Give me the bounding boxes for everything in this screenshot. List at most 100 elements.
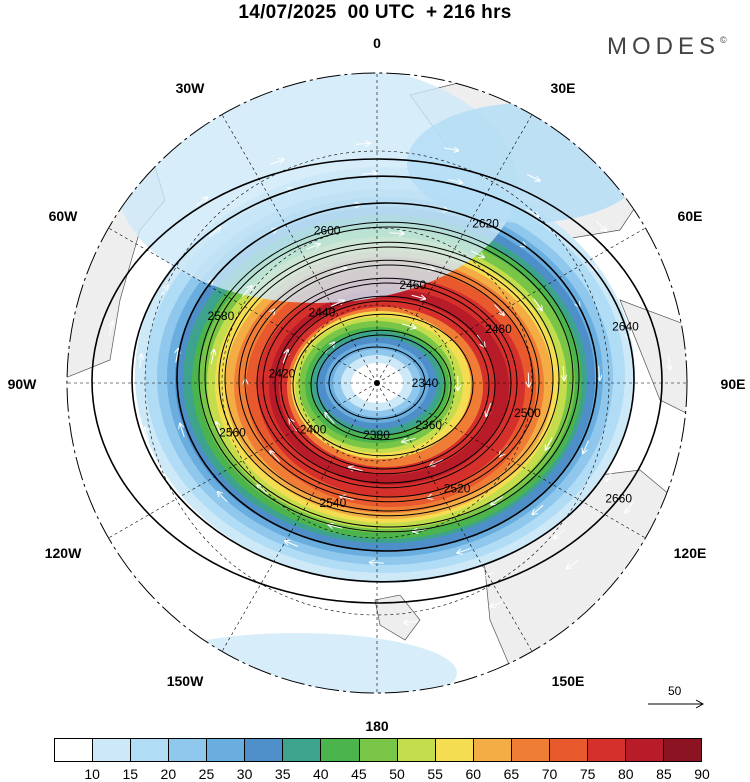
colorbar-tick-label: 40 [313, 766, 329, 782]
lon-label-180: 180 [365, 718, 389, 734]
wind-vector [216, 422, 222, 436]
contour-label: 2660 [605, 492, 632, 506]
wind-vector [362, 173, 376, 174]
colorbar-swatch [283, 739, 322, 761]
wind-vector [355, 143, 370, 144]
colorbar-swatch [625, 739, 664, 761]
wind-vector [398, 592, 412, 593]
wind-vector [257, 485, 269, 495]
colorbar-tick-label: 75 [579, 766, 596, 782]
wind-vector [633, 397, 635, 412]
wind-vector [234, 585, 248, 593]
lon-label-90e: 90E [720, 376, 746, 392]
wind-vector [606, 468, 614, 481]
wind-vector [595, 220, 606, 231]
wind-vectors [104, 143, 670, 622]
colorbar-tick-label: 30 [236, 766, 253, 782]
wind-vector [668, 355, 669, 370]
colorbar-tick-label: 60 [465, 766, 482, 782]
contour-label: 2480 [485, 322, 512, 336]
wind-vector [546, 437, 553, 450]
brand-text: MODES [607, 33, 721, 60]
contour-label: 2400 [300, 423, 327, 437]
contour-label: 2580 [208, 309, 235, 323]
wind-vector [526, 208, 538, 216]
contour-line [224, 246, 554, 512]
colorbar-swatch [511, 739, 550, 761]
wind-speed-patch [407, 103, 647, 223]
south-pole-marker [374, 380, 380, 386]
contour-line [274, 295, 496, 475]
colorbar-tick-label: 90 [694, 766, 710, 782]
colorbar-tick-label: 55 [427, 766, 443, 782]
wind-vector [168, 535, 179, 546]
lon-label-90w: 90W [7, 376, 37, 392]
wind-speed-colorbar [54, 738, 702, 762]
contour-line [131, 175, 635, 583]
contour-line [91, 158, 663, 604]
landmass [374, 594, 421, 641]
wind-speed-shading [117, 73, 647, 693]
wind-vector [104, 396, 105, 411]
wind-vector [211, 350, 214, 364]
meridian-line [221, 382, 378, 652]
wind-vector [176, 349, 179, 363]
copyright-mark: © [720, 35, 727, 45]
wind-vector [599, 365, 600, 380]
wind-vector [236, 549, 248, 558]
wind-vector [145, 427, 150, 441]
wind-vector [208, 228, 220, 237]
polar-stereographic-map: 2340236023802400242024402460248025002520… [66, 72, 688, 694]
colorbar-swatch [397, 739, 436, 761]
contour-label: 2420 [269, 366, 296, 380]
wind-vector [282, 350, 288, 364]
colorbar-swatch [93, 739, 132, 761]
contour-line [310, 329, 452, 441]
wind-vector [389, 233, 404, 234]
vector-reference: 50 [646, 684, 706, 710]
meridian-line [376, 227, 646, 384]
colorbar-tick-label: 50 [389, 766, 405, 782]
contour-label: 2380 [363, 428, 390, 442]
wind-vector [533, 504, 544, 514]
colorbar-tick-label: 25 [198, 766, 215, 782]
colorbar-tick-label: 45 [351, 766, 367, 782]
wind-vector [241, 286, 251, 297]
wind-vector [448, 179, 462, 182]
meridian-line [376, 382, 646, 539]
wind-vector [526, 173, 539, 180]
colorbar-swatch [55, 739, 94, 761]
contour-label: 2440 [309, 305, 336, 319]
wind-vector [413, 529, 427, 531]
colorbar-tick-label: 70 [541, 766, 558, 782]
lon-label-60w: 60W [48, 208, 78, 224]
colorbar-swatch [207, 739, 246, 761]
wind-vector [325, 413, 335, 424]
latitude-circle [221, 227, 533, 539]
map-title: 14/07/2025 00 UTC + 216 hrs [238, 2, 512, 23]
wind-vector [563, 365, 564, 380]
meridian-line [376, 382, 533, 652]
contour-label: 2360 [415, 418, 442, 432]
wind-vector [270, 451, 280, 462]
contour-line [204, 226, 574, 528]
colorbar-labels: 10 15 20 25 30 35 40 45 50 55 60 65 70 75 80 85 90 [54, 766, 709, 782]
map-border [66, 72, 688, 694]
graticule [67, 73, 687, 693]
wind-vector [370, 563, 384, 564]
colorbar-tick-label: 80 [617, 766, 634, 782]
wind-vector [583, 440, 589, 453]
latitude-circle [144, 150, 610, 616]
wind-vector [481, 571, 495, 577]
lon-label-60e: 60E [677, 208, 703, 224]
contour-line [238, 259, 540, 503]
wind-vector [444, 148, 458, 151]
wind-vector [567, 559, 579, 568]
wind-vector [401, 324, 415, 328]
colorbar-tick-label: 65 [503, 766, 520, 782]
wind-vector [587, 259, 597, 271]
wind-vector [486, 402, 492, 416]
contour-label: 2600 [314, 224, 341, 238]
lon-label-30e: 30E [550, 80, 576, 96]
wind-vector [160, 285, 168, 298]
